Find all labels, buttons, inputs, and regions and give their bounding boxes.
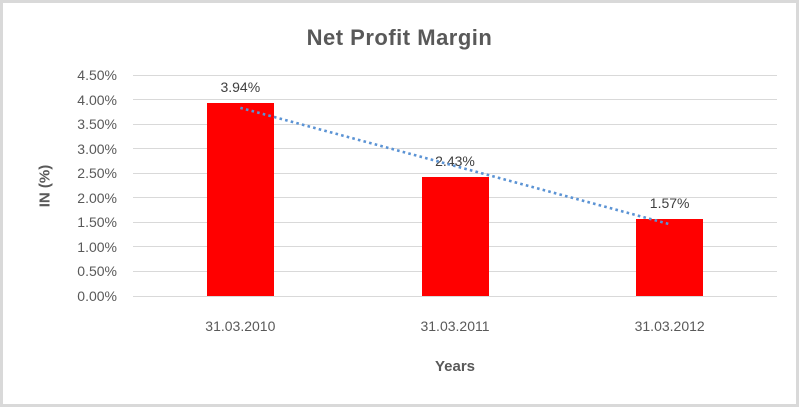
y-tick-label: 0.50% [77,263,117,280]
y-tick-label: 3.00% [77,140,117,157]
y-tick-label: 4.50% [77,67,117,83]
y-tick-label: 1.00% [77,238,117,255]
gridline [133,172,777,174]
x-axis-title: Years [434,358,476,375]
y-tick-label: 2.00% [77,189,117,206]
bar [206,102,274,296]
bar-data-label: 3.94% [220,78,261,95]
bar [636,218,704,296]
y-tick-label: 1.50% [77,214,117,231]
gridline [133,123,777,125]
gridline [133,99,777,101]
bar-data-label: 1.57% [649,194,690,211]
trendline-segment [239,106,671,226]
y-tick-label: 3.50% [77,116,117,133]
gridline [133,74,777,76]
x-tick-label: 31.03.2011 [420,318,490,334]
trendline [239,106,671,226]
y-tick-label: 2.50% [77,165,117,182]
gridline [133,148,777,150]
y-tick-label: 4.00% [77,91,117,108]
bar [421,176,489,296]
chart-title: Net Profit Margin [306,25,493,50]
x-tick-label: 31.03.2010 [205,318,276,334]
bar-data-label: 2.43% [435,152,475,169]
x-tick-label: 31.03.2012 [634,318,705,334]
gridline [133,295,777,297]
y-tick-label: 0.00% [77,288,117,304]
plot-area: 3.94% 2.43% 1.57% [133,74,777,297]
